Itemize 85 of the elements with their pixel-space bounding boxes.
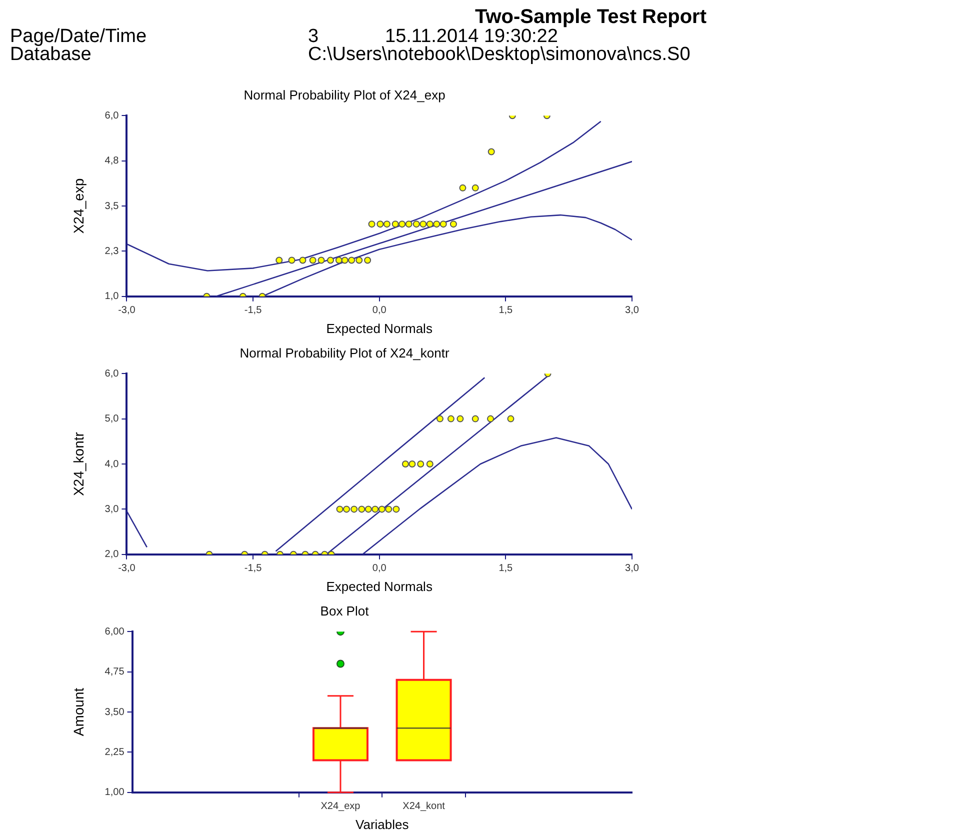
y-tick-label: 2,3 [104, 246, 120, 257]
text: C:\Users\notebook\Desktop\simonova\ncs.S0 [308, 44, 690, 65]
point [472, 184, 479, 192]
point [420, 220, 427, 228]
chart-title: Box Plot [320, 603, 370, 618]
point [364, 506, 372, 513]
x-tick-label: 0,0 [372, 305, 387, 316]
point [318, 256, 325, 264]
y-tick-label: 6,00 [104, 626, 125, 638]
point [343, 506, 350, 513]
point [309, 256, 316, 264]
point [433, 220, 440, 228]
y-tick-label: 4,0 [104, 458, 120, 470]
point [426, 460, 434, 468]
y-tick-label: 6,0 [104, 110, 120, 122]
point [398, 220, 406, 228]
point [450, 220, 457, 228]
point [392, 220, 399, 228]
point [335, 256, 342, 264]
point [383, 220, 390, 228]
point [405, 220, 412, 228]
x-tick-label: X24_kont [402, 801, 446, 812]
chart-title: Normal Probability Plot of X24_exp [244, 87, 446, 102]
y-tick-label: 1,00 [104, 787, 125, 798]
y-tick-label: 2,25 [104, 746, 125, 758]
y-tick-label: 3,5 [104, 200, 120, 212]
point [408, 460, 416, 468]
x-tick-label: -3,0 [118, 305, 136, 316]
point [412, 220, 420, 228]
x-axis-title: Expected Normals [326, 320, 433, 336]
point [385, 506, 392, 513]
point [488, 148, 495, 156]
text: 15.11.2014 19:30:22 [385, 26, 558, 47]
point [440, 220, 447, 228]
y-tick-label: 3,50 [104, 706, 125, 718]
point [447, 415, 454, 422]
y-axis-title: Amount [70, 688, 86, 736]
point [350, 506, 358, 513]
text: 3 [308, 26, 319, 47]
x-tick-label: -1,5 [244, 305, 262, 316]
point [378, 506, 386, 513]
point [392, 506, 400, 513]
x-tick-label: 3,0 [625, 305, 640, 316]
point [417, 460, 424, 468]
point [487, 415, 494, 422]
point [327, 256, 334, 264]
y-axis-title: X24_kontr [70, 432, 86, 496]
point [402, 460, 409, 468]
y-tick-label: 1,0 [104, 291, 120, 302]
y-axis-title: X24_exp [70, 178, 86, 234]
point [507, 415, 514, 422]
x-tick-label: 3,0 [625, 563, 640, 574]
x-tick-label: 0,0 [372, 563, 387, 574]
text: Page/Date/Time [10, 26, 147, 47]
point [436, 415, 444, 422]
point [299, 256, 306, 264]
point [348, 256, 356, 264]
chart-title: Normal Probability Plot of X24_kontr [240, 345, 450, 360]
point [456, 415, 464, 422]
point [459, 184, 466, 192]
point [372, 506, 379, 513]
x-axis-title: Variables [356, 816, 410, 832]
point [364, 256, 372, 264]
point [358, 506, 366, 513]
point [376, 220, 384, 228]
point [368, 220, 376, 228]
point [276, 256, 283, 264]
x-tick-label: -3,0 [118, 563, 136, 574]
point [356, 256, 363, 264]
point [472, 415, 479, 422]
y-tick-label: 3,0 [104, 504, 120, 515]
point [336, 506, 344, 513]
y-tick-label: 2,0 [104, 549, 120, 560]
point [426, 220, 434, 228]
text: Two-Sample Test Report [475, 6, 707, 28]
y-tick-label: 6,0 [104, 368, 120, 380]
x-axis-title: Expected Normals [326, 578, 433, 594]
point [341, 256, 348, 264]
y-tick-label: 4,75 [104, 666, 125, 678]
y-tick-label: 4,8 [104, 156, 120, 167]
x-tick-label: 1,5 [498, 305, 514, 316]
x-tick-label: 1,5 [498, 563, 514, 574]
point [288, 256, 296, 264]
x-tick-label: -1,5 [244, 563, 262, 574]
y-tick-label: 5,0 [104, 414, 120, 425]
